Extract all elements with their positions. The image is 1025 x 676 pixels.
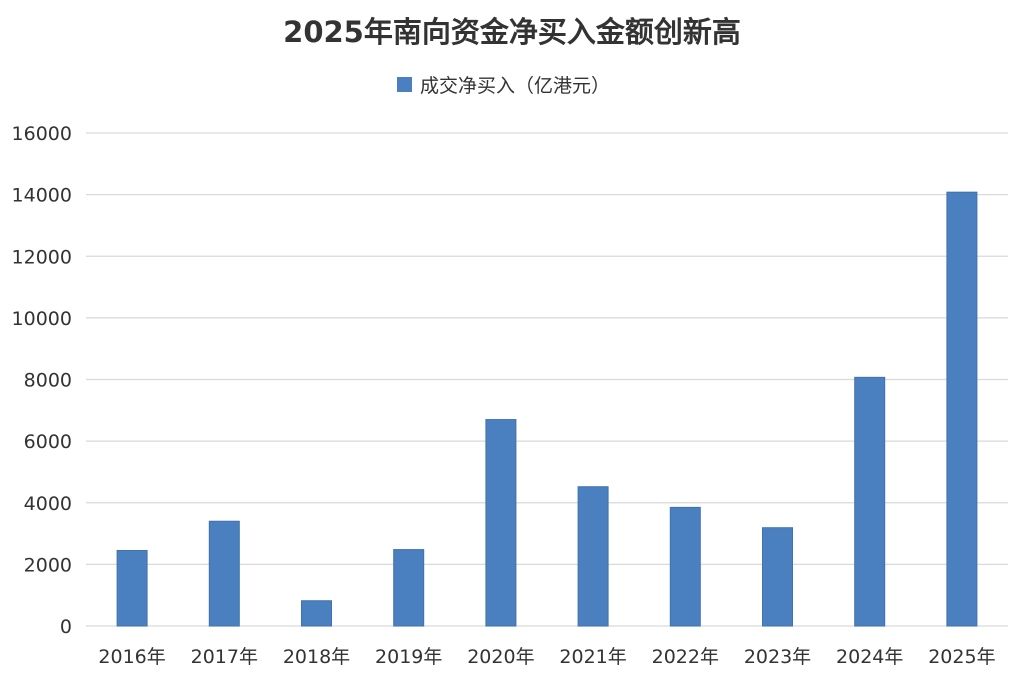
bar-3 [301, 600, 332, 627]
legend-label: 成交净买入（亿港元） [420, 75, 610, 97]
x-tick-label: 2024年 [836, 646, 903, 668]
x-tick-label: 2021年 [559, 646, 626, 668]
y-tick-label: 0 [60, 616, 72, 638]
chart-title: 2025年南向资金净买入金额创新高 [283, 15, 741, 49]
bar-5 [485, 419, 517, 627]
bar-1 [116, 550, 148, 627]
x-tick-label: 2016年 [98, 646, 165, 668]
bar-7 [669, 506, 701, 627]
legend: 成交净买入（亿港元） [397, 75, 610, 97]
y-tick-label: 6000 [24, 431, 72, 453]
y-tick-label: 4000 [24, 493, 72, 515]
bar-6 [577, 486, 609, 627]
x-tick-label: 2017年 [191, 646, 258, 668]
bar-8 [762, 527, 793, 627]
x-tick-label: 2022年 [652, 646, 719, 668]
x-tick-label: 2019年 [375, 646, 442, 668]
y-tick-label: 16000 [12, 123, 72, 145]
x-tick-label: 2023年 [744, 646, 811, 668]
y-tick-label: 2000 [24, 554, 72, 576]
y-tick-label: 12000 [12, 246, 72, 268]
x-tick-label: 2020年 [467, 646, 534, 668]
bar-2 [208, 520, 240, 627]
bar-9 [854, 376, 886, 627]
y-tick-label: 8000 [24, 370, 72, 392]
x-tick-label: 2025年 [928, 646, 995, 668]
y-tick-label: 10000 [12, 308, 72, 330]
x-tick-label: 2018年 [283, 646, 350, 668]
x-axis-ticks: 2016年 2017年 2018年 2019年 2020年 2021年 2022年 2023年… [98, 646, 995, 668]
bar-4 [393, 549, 425, 627]
y-tick-label: 14000 [12, 185, 72, 207]
bar-10 [946, 191, 978, 627]
y-axis-ticks: 0 2000 4000 6000 8000 10000 12000 14000 16000 [12, 123, 72, 638]
legend-swatch [397, 77, 412, 92]
bars [116, 191, 978, 627]
